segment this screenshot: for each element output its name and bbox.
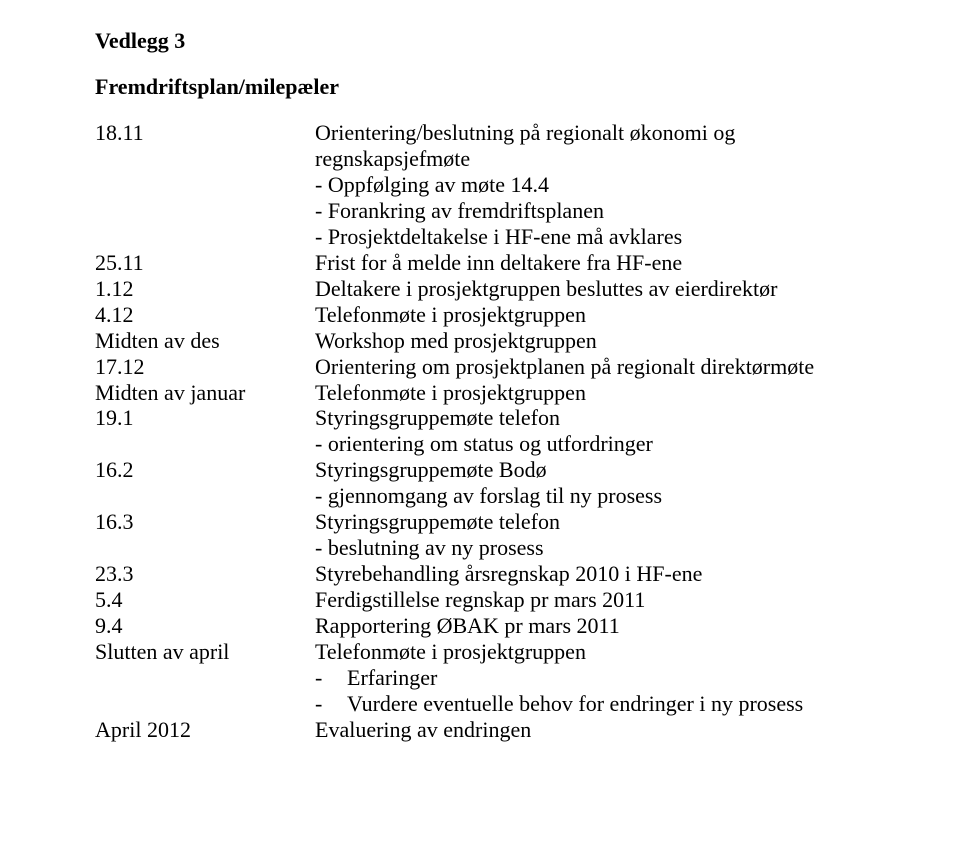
date-cell: 1.12 xyxy=(95,276,315,302)
date-cell: Slutten av april xyxy=(95,639,315,665)
date-cell: April 2012 xyxy=(95,717,315,743)
text-cell: - Prosjektdeltakelse i HF-ene må avklare… xyxy=(315,224,890,250)
date-cell: 9.4 xyxy=(95,613,315,639)
date-cell: 19.1 xyxy=(95,405,315,431)
text-cell: - Forankring av fremdriftsplanen xyxy=(315,198,890,224)
schedule-row: 19.1Styringsgruppemøte telefon xyxy=(95,405,890,431)
schedule-row: - Prosjektdeltakelse i HF-ene må avklare… xyxy=(95,224,890,250)
heading-fremdriftsplan: Fremdriftsplan/milepæler xyxy=(95,74,890,100)
date-cell: 16.2 xyxy=(95,457,315,483)
schedule-row: Slutten av aprilTelefonmøte i prosjektgr… xyxy=(95,639,890,665)
text-cell: - orientering om status og utfordringer xyxy=(315,431,890,457)
text-cell: Deltakere i prosjektgruppen besluttes av… xyxy=(315,276,890,302)
date-cell: 25.11 xyxy=(95,250,315,276)
text-cell: - gjennomgang av forslag til ny prosess xyxy=(315,483,890,509)
date-cell: 4.12 xyxy=(95,302,315,328)
text-cell: Telefonmøte i prosjektgruppen xyxy=(315,380,890,406)
text-cell: Styringsgruppemøte Bodø xyxy=(315,457,890,483)
bullet-dash-icon: - xyxy=(315,691,347,717)
text-cell: Frist for å melde inn deltakere fra HF-e… xyxy=(315,250,890,276)
text-cell: Orientering om prosjektplanen på regiona… xyxy=(315,354,890,380)
bullet-text: Erfaringer xyxy=(347,665,890,691)
text-cell: Rapportering ØBAK pr mars 2011 xyxy=(315,613,890,639)
text-cell: Styrebehandling årsregnskap 2010 i HF-en… xyxy=(315,561,890,587)
text-cell: Ferdigstillelse regnskap pr mars 2011 xyxy=(315,587,890,613)
bullet-text: Vurdere eventuelle behov for endringer i… xyxy=(347,691,890,717)
schedule-row: 16.3Styringsgruppemøte telefon xyxy=(95,509,890,535)
date-cell: 16.3 xyxy=(95,509,315,535)
text-cell: Orientering/beslutning på regionalt økon… xyxy=(315,120,890,172)
schedule-row: - orientering om status og utfordringer xyxy=(95,431,890,457)
schedule-row: 9.4Rapportering ØBAK pr mars 2011 xyxy=(95,613,890,639)
text-cell: Styringsgruppemøte telefon xyxy=(315,405,890,431)
bullet-row: -Vurdere eventuelle behov for endringer … xyxy=(95,691,890,717)
bullet-row: -Erfaringer xyxy=(95,665,890,691)
schedule-row: - Forankring av fremdriftsplanen xyxy=(95,198,890,224)
heading-vedlegg: Vedlegg 3 xyxy=(95,28,890,54)
schedule-row: 17.12Orientering om prosjektplanen på re… xyxy=(95,354,890,380)
date-cell: 5.4 xyxy=(95,587,315,613)
text-cell: - Oppfølging av møte 14.4 xyxy=(315,172,890,198)
schedule-row: 5.4Ferdigstillelse regnskap pr mars 2011 xyxy=(95,587,890,613)
schedule-list: 18.11Orientering/beslutning på regionalt… xyxy=(95,120,890,743)
schedule-row: - Oppfølging av møte 14.4 xyxy=(95,172,890,198)
text-cell: Evaluering av endringen xyxy=(315,717,890,743)
schedule-row: April 2012Evaluering av endringen xyxy=(95,717,890,743)
schedule-row: - beslutning av ny prosess xyxy=(95,535,890,561)
schedule-row: Midten av desWorkshop med prosjektgruppe… xyxy=(95,328,890,354)
schedule-row: 23.3Styrebehandling årsregnskap 2010 i H… xyxy=(95,561,890,587)
date-cell: 23.3 xyxy=(95,561,315,587)
schedule-row: 1.12Deltakere i prosjektgruppen beslutte… xyxy=(95,276,890,302)
text-cell: - beslutning av ny prosess xyxy=(315,535,890,561)
date-cell: Midten av januar xyxy=(95,380,315,406)
text-cell: Telefonmøte i prosjektgruppen xyxy=(315,302,890,328)
schedule-row: 4.12Telefonmøte i prosjektgruppen xyxy=(95,302,890,328)
schedule-row: Midten av januarTelefonmøte i prosjektgr… xyxy=(95,380,890,406)
text-cell: Workshop med prosjektgruppen xyxy=(315,328,890,354)
date-cell: 18.11 xyxy=(95,120,315,146)
schedule-row: - gjennomgang av forslag til ny prosess xyxy=(95,483,890,509)
schedule-row: 25.11Frist for å melde inn deltakere fra… xyxy=(95,250,890,276)
schedule-row: 16.2Styringsgruppemøte Bodø xyxy=(95,457,890,483)
date-cell: Midten av des xyxy=(95,328,315,354)
date-cell: 17.12 xyxy=(95,354,315,380)
schedule-row: 18.11Orientering/beslutning på regionalt… xyxy=(95,120,890,172)
text-cell: Styringsgruppemøte telefon xyxy=(315,509,890,535)
document-page: Vedlegg 3 Fremdriftsplan/milepæler 18.11… xyxy=(0,0,960,767)
bullet-dash-icon: - xyxy=(315,665,347,691)
text-cell: Telefonmøte i prosjektgruppen xyxy=(315,639,890,665)
